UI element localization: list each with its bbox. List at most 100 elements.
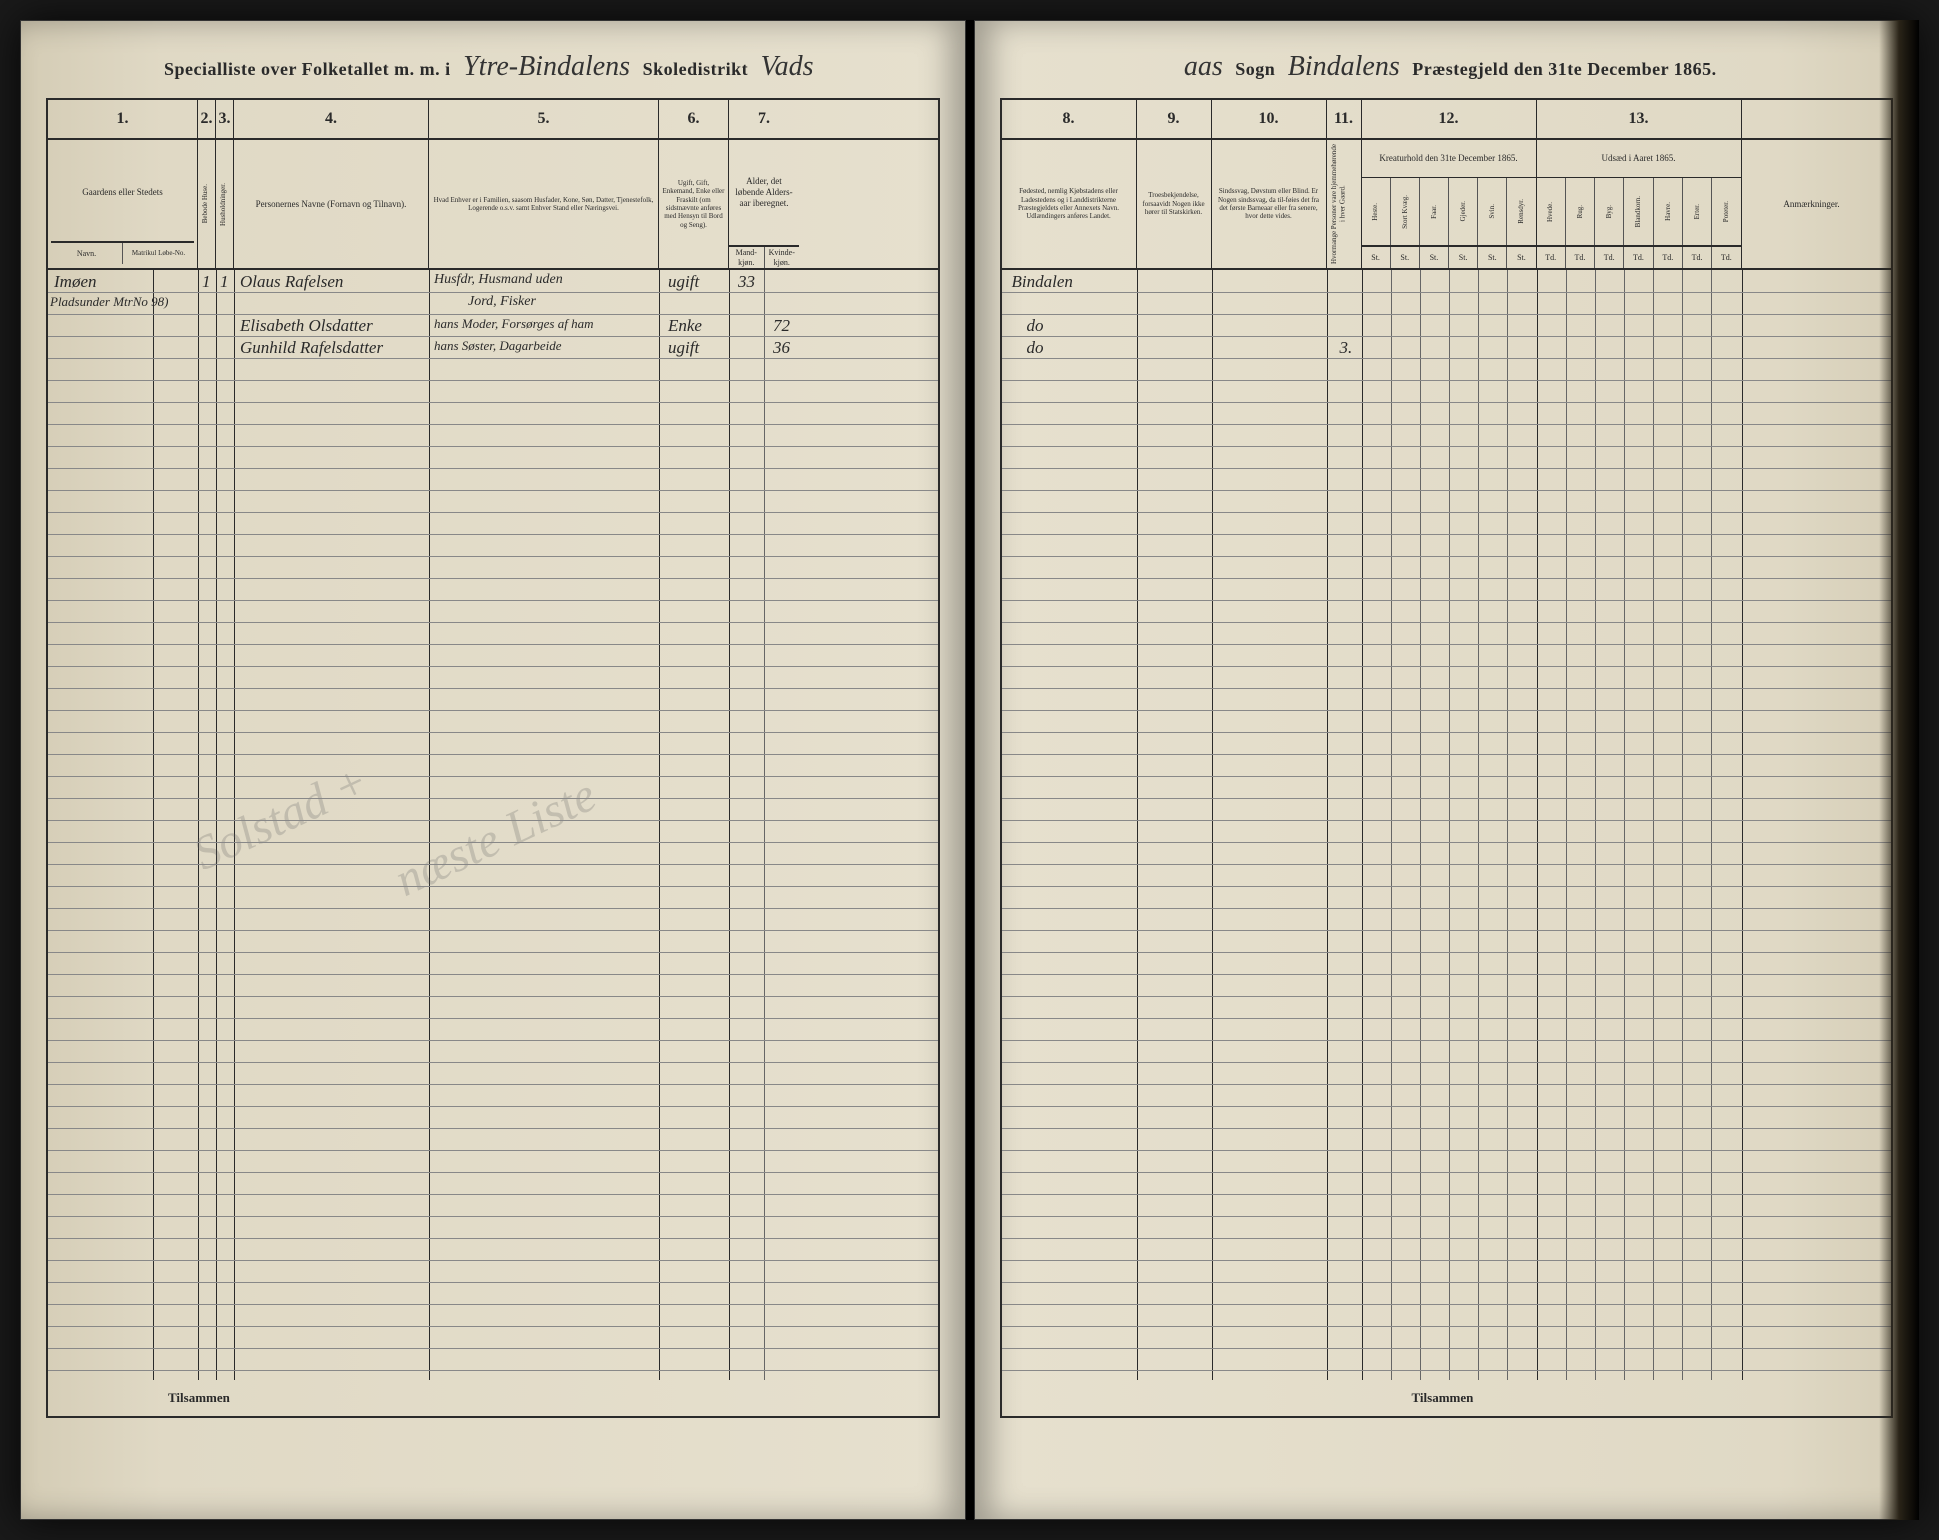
sub-col-label: Byg. bbox=[1605, 205, 1613, 218]
entry-age-f-1: 72 bbox=[773, 316, 790, 336]
col6-num: 6. bbox=[659, 100, 729, 138]
sub-col-unit: St. bbox=[1449, 247, 1478, 268]
col7-sub2: Kvinde-kjøn. bbox=[765, 247, 800, 268]
sub-col-label: Gjeder. bbox=[1459, 201, 1467, 221]
col11-num: 11. bbox=[1327, 100, 1362, 138]
header-left: Specialliste over Folketallet m. m. i Yt… bbox=[46, 51, 940, 83]
header-prefix: Specialliste over Folketallet m. m. i bbox=[164, 59, 451, 79]
sub-col-label: Blandkorn. bbox=[1634, 196, 1642, 227]
col6-label: Ugift, Gift, Enkemand, Enke eller Fraski… bbox=[659, 140, 729, 268]
col7-sub1: Mand-kjøn. bbox=[729, 247, 765, 268]
entry-status-2: ugift bbox=[668, 338, 699, 358]
sub-col-unit: Td. bbox=[1566, 247, 1595, 268]
col5-label: Hvad Enhver er i Familien, saasom Husfad… bbox=[429, 140, 659, 268]
table-left: 1. 2. 3. 4. 5. 6. 7. Gaardens eller Sted… bbox=[46, 98, 940, 1418]
table-right: 8. 9. 10. 11. 12. 13. Fødested, nemlig K… bbox=[1000, 98, 1894, 1418]
col11-label: Hvormange Personer vare hjemmehørende i … bbox=[1330, 144, 1358, 264]
col8-label: Fødested, nemlig Kjøbstadens eller Lades… bbox=[1002, 140, 1137, 268]
col4-num: 4. bbox=[234, 100, 429, 138]
header-year: 1865. bbox=[1674, 59, 1717, 79]
entry-birthplace-2: do bbox=[1027, 338, 1044, 358]
col9-num: 9. bbox=[1137, 100, 1212, 138]
data-area-left: Imøen Pladsunder MtrNo 98) 1 1 Olaus Raf… bbox=[48, 270, 938, 1380]
header-parish2: aas bbox=[1176, 51, 1231, 82]
header-district: Ytre-Bindalens bbox=[455, 51, 638, 82]
col1-label-bot: Navn. bbox=[51, 243, 123, 264]
entry-birthplace-0: Bindalen bbox=[1012, 272, 1073, 292]
sub-col-unit: St. bbox=[1507, 247, 1535, 268]
entry-name-2: Gunhild Rafelsdatter bbox=[240, 338, 383, 358]
col10-num: 10. bbox=[1212, 100, 1327, 138]
entry-status-0: ugift bbox=[668, 272, 699, 292]
col1-label-top: Gaardens eller Stedets bbox=[51, 144, 194, 242]
data-area-right: Bindalen do do 3. bbox=[1002, 270, 1892, 1380]
footer-left: Tilsammen bbox=[168, 1390, 230, 1406]
col2-label: Bebode Huse. bbox=[201, 184, 212, 223]
sub-col-label: Erter. bbox=[1693, 204, 1701, 219]
entry-birthplace-1: do bbox=[1027, 316, 1044, 336]
sub-col-label: Poteter. bbox=[1722, 201, 1730, 222]
sub-col-label: Stort Kvæg. bbox=[1401, 195, 1409, 229]
entry-age-m-0: 33 bbox=[738, 272, 755, 292]
col4-label: Personernes Navne (Fornavn og Tilnavn). bbox=[234, 140, 429, 268]
sub-headers-right: Fødested, nemlig Kjøbstadens eller Lades… bbox=[1002, 140, 1892, 270]
sub-col-unit: Td. bbox=[1595, 247, 1624, 268]
sub-col-unit: Td. bbox=[1712, 247, 1740, 268]
col9-label: Troesbekjendelse, forsaavidt Nogen ikke … bbox=[1137, 140, 1212, 268]
spine bbox=[966, 20, 974, 1520]
col7-label-top: Alder, det løbende Alders-aar iberegnet. bbox=[729, 140, 799, 246]
col1-sub: Matrikul Løbe-No. bbox=[123, 243, 194, 264]
col1-num: 1. bbox=[48, 100, 198, 138]
sub-col-label: Havre. bbox=[1664, 202, 1672, 221]
col-numbers-right: 8. 9. 10. 11. 12. 13. bbox=[1002, 100, 1892, 140]
col10-label: Sindssvag, Døvstum eller Blind. Er Nogen… bbox=[1212, 140, 1327, 268]
sub-col-unit: Td. bbox=[1537, 247, 1566, 268]
sub-col-unit: St. bbox=[1362, 247, 1391, 268]
col12-num: 12. bbox=[1362, 100, 1537, 138]
sub-col-label: Rug. bbox=[1576, 205, 1584, 218]
sub-col-unit: Td. bbox=[1624, 247, 1653, 268]
sub-col-label: Faar. bbox=[1430, 205, 1438, 219]
left-page: Specialliste over Folketallet m. m. i Yt… bbox=[20, 20, 966, 1520]
entry-house: 1 bbox=[202, 272, 211, 292]
sub-col-unit: St. bbox=[1478, 247, 1507, 268]
sub-col-label: Svin. bbox=[1488, 204, 1496, 219]
entry-role-2: hans Søster, Dagarbeide bbox=[434, 338, 561, 354]
census-book: Specialliste over Folketallet m. m. i Yt… bbox=[20, 20, 1919, 1520]
header-parish-main: Bindalens bbox=[1280, 51, 1408, 82]
sub-col-unit: St. bbox=[1420, 247, 1449, 268]
entry-farm: Imøen bbox=[54, 272, 96, 292]
entry-household: 1 bbox=[220, 272, 229, 292]
header-right: aas Sogn Bindalens Præstegjeld den 31te … bbox=[1000, 51, 1894, 83]
entry-farm-note: Pladsunder MtrNo 98) bbox=[50, 294, 168, 310]
col7-num: 7. bbox=[729, 100, 799, 138]
sub-col-label: Heste. bbox=[1371, 203, 1379, 221]
col5-num: 5. bbox=[429, 100, 659, 138]
footer-right: Tilsammen bbox=[1412, 1390, 1474, 1406]
sub-col-unit: Td. bbox=[1654, 247, 1683, 268]
header-mid2: Sogn bbox=[1235, 59, 1275, 79]
watermark-1: Solstad + bbox=[185, 753, 377, 881]
entry-role-1: hans Moder, Forsørges af ham bbox=[434, 316, 594, 332]
col12-label-top: Kreaturhold den 31te December 1865. bbox=[1362, 140, 1536, 178]
col13-num: 13. bbox=[1537, 100, 1742, 138]
entry-role2-0: Jord, Fisker bbox=[468, 294, 536, 310]
remarks-label: Anmærkninger. bbox=[1742, 140, 1882, 268]
entry-age-f-2: 36 bbox=[773, 338, 790, 358]
header-suffix: Præstegjeld den 31te December bbox=[1412, 59, 1669, 79]
entry-status-1: Enke bbox=[668, 316, 702, 336]
entry-name-1: Elisabeth Olsdatter bbox=[240, 316, 373, 336]
sub-col-label: Hvede. bbox=[1546, 202, 1554, 222]
sub-col-label: Rensdyr. bbox=[1517, 199, 1525, 224]
col8-num: 8. bbox=[1002, 100, 1137, 138]
sub-col-unit: St. bbox=[1391, 247, 1420, 268]
binding-right bbox=[1879, 20, 1919, 1520]
sub-col-unit: Td. bbox=[1683, 247, 1712, 268]
entry-col11-2: 3. bbox=[1340, 338, 1353, 358]
sub-headers-left: Gaardens eller Stedets Navn. Matrikul Lø… bbox=[48, 140, 938, 270]
header-mid1: Skoledistrikt bbox=[643, 59, 749, 79]
entry-name-0: Olaus Rafelsen bbox=[240, 272, 343, 292]
right-page: aas Sogn Bindalens Præstegjeld den 31te … bbox=[974, 20, 1920, 1520]
col3-label: Husholdninger. bbox=[219, 183, 230, 226]
col2-num: 2. bbox=[198, 100, 216, 138]
